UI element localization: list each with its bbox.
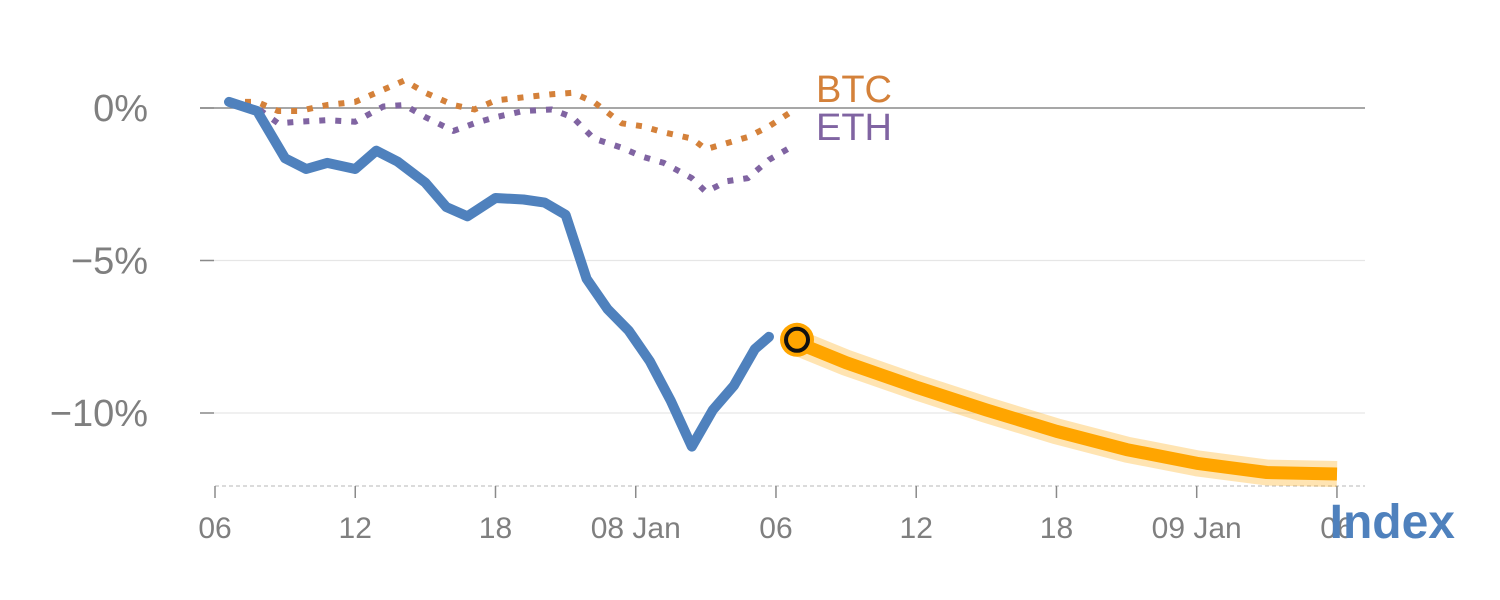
x-tick-label: 12 <box>900 512 933 545</box>
x-tick-label: 09 Jan <box>1152 512 1242 545</box>
x-tick-label: 12 <box>339 512 372 545</box>
x-tick-label: 18 <box>1040 512 1073 545</box>
x-tick-label: 06 <box>1320 512 1353 545</box>
btc-label: BTC <box>816 69 892 111</box>
eth-line <box>228 98 792 195</box>
series-layer <box>224 77 1338 487</box>
x-tick-label: 06 <box>759 512 792 545</box>
x-tick-label: 08 Jan <box>591 512 681 545</box>
chart-title: Index <box>1330 496 1456 549</box>
index-forecast-band <box>785 327 1338 487</box>
y-tick-label: −10% <box>50 393 148 435</box>
current-point-marker <box>784 326 811 353</box>
y-axis-ticks: 0% −5% −10% <box>50 88 214 435</box>
x-axis-ticks: 06 12 18 08 Jan 06 12 18 09 Jan 06 <box>198 486 1354 545</box>
eth-label: ETH <box>816 107 892 149</box>
grid-lines <box>200 107 1365 414</box>
btc-line <box>229 77 792 153</box>
x-tick-label: 06 <box>198 512 231 545</box>
index-forecast-line <box>787 333 1338 481</box>
x-tick-label: 18 <box>479 512 512 545</box>
y-tick-label: −5% <box>71 241 148 283</box>
y-tick-label: 0% <box>93 88 148 130</box>
index-line <box>224 96 774 452</box>
